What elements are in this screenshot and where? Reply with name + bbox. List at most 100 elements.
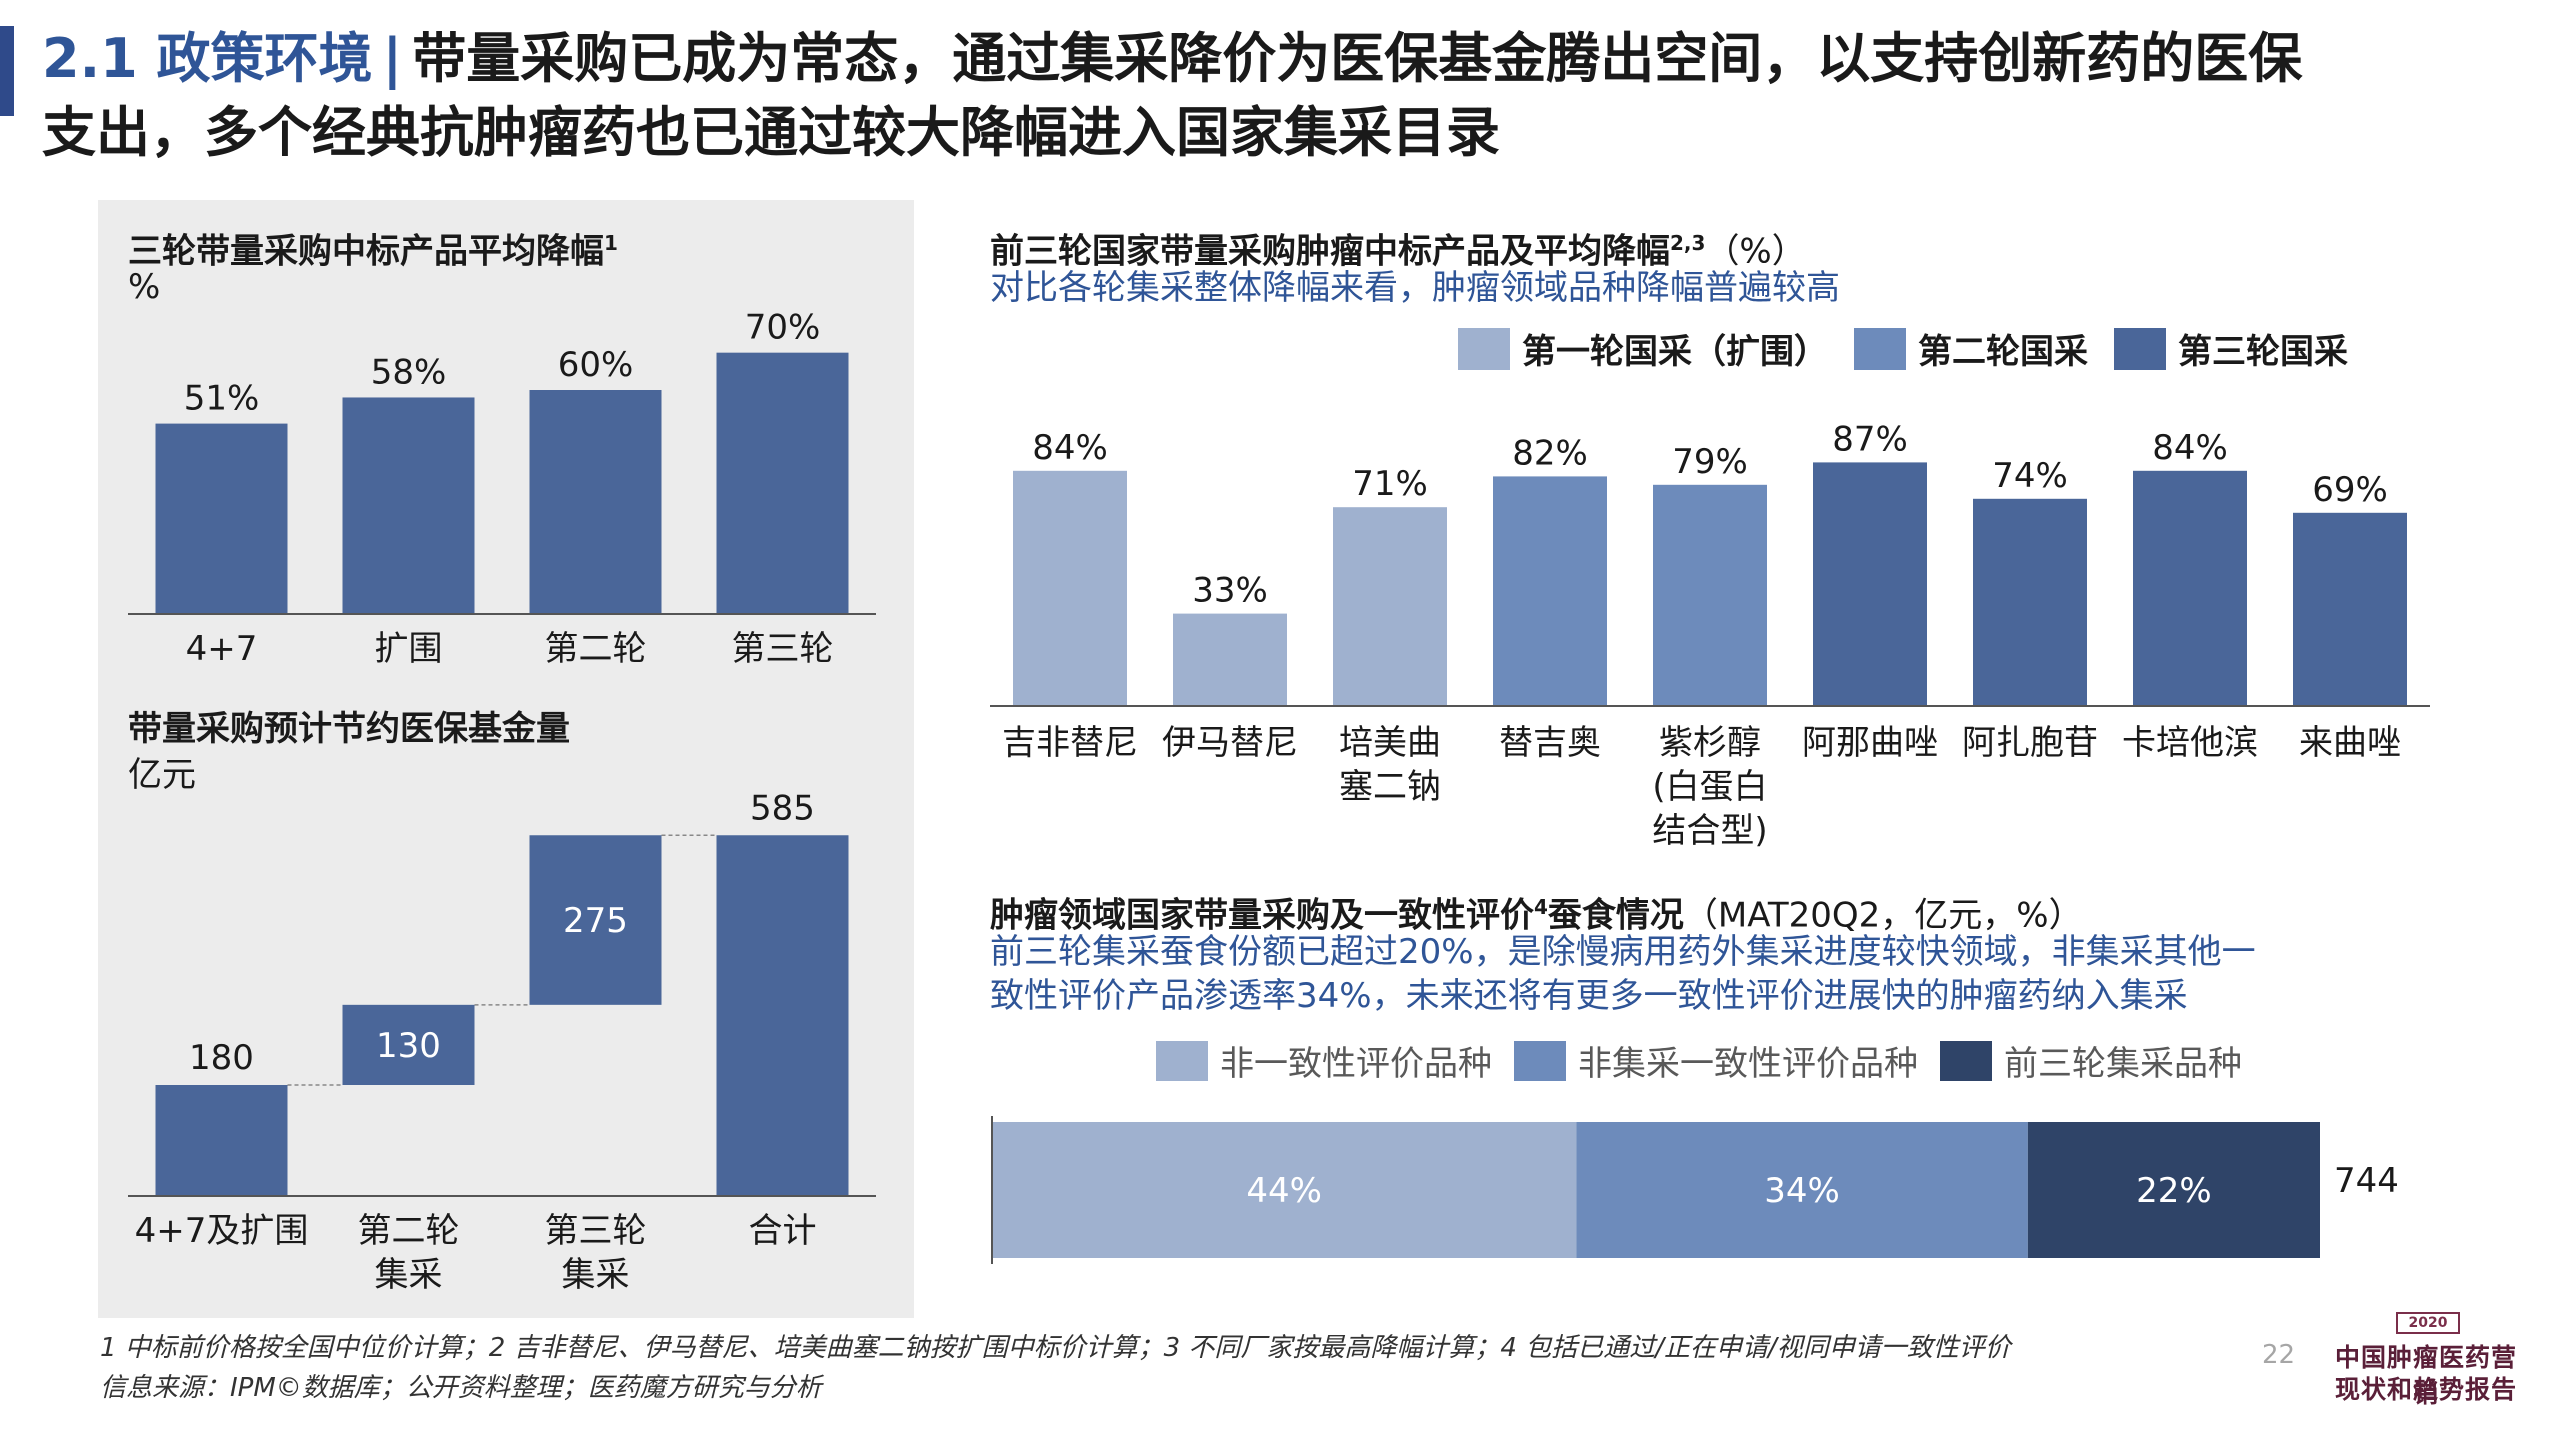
category-label-第二轮集采: 第二轮 bbox=[358, 1211, 460, 1251]
legend-label-round1: 第一轮国采（扩围） bbox=[1522, 332, 1828, 372]
category-label-阿那曲唑: 阿那曲唑 bbox=[1802, 723, 1938, 763]
category-label-阿扎胞苷: 阿扎胞苷 bbox=[1962, 723, 2098, 763]
bar-第二轮 bbox=[529, 390, 662, 614]
chart3-plot: 84% 吉非替尼 33% 伊马替尼 71% 培美曲塞二钠 82% 替吉奥 79% 紫杉醇(白蛋白结… bbox=[990, 419, 2430, 851]
legend-swatch-vbp bbox=[1940, 1040, 1992, 1081]
legend-item-non-consistency: 非一致性评价品种 bbox=[1156, 1036, 1492, 1085]
footnote-source: 信息来源：IPM©数据库；公开资料整理；医药魔方研究与分析 bbox=[100, 1373, 822, 1403]
data-label-卡培他滨: 84% bbox=[2152, 428, 2228, 468]
category-label-替吉奥: 替吉奥 bbox=[1499, 723, 1601, 763]
chart2-title: 带量采购预计节约医保基金量 bbox=[128, 709, 570, 749]
data-label-伊马替尼: 33% bbox=[1192, 571, 1268, 611]
data-label-第三轮集采: 275 bbox=[563, 901, 628, 941]
title-line-2: 支出，多个经典抗肿瘤药也已通过较大降幅进入国家集采目录 bbox=[42, 101, 1500, 164]
title-line-1: 带量采购已成为常态，通过集采降价为医保基金腾出空间，以支持创新药的医保 bbox=[412, 27, 2303, 90]
bar-第二轮集采 bbox=[342, 1004, 475, 1085]
bar-伊马替尼 bbox=[1173, 613, 1287, 706]
category-label-培美曲塞二钠: 塞二钠 bbox=[1339, 767, 1441, 807]
category-label-培美曲塞二钠: 培美曲 bbox=[1339, 723, 1441, 763]
legend-item-round3: 第三轮国采 bbox=[2114, 324, 2348, 373]
data-label-第二轮: 60% bbox=[558, 345, 634, 385]
data-label-4+7及扩围: 180 bbox=[189, 1038, 254, 1078]
chart4-subtitle-line-2: 致性评价产品渗透率34%，未来还将有更多一致性评价进展快的肿瘤药纳入集采 bbox=[990, 976, 2188, 1016]
category-label-紫杉醇(白蛋白结合型): 紫杉醇 bbox=[1659, 723, 1761, 763]
category-label-第二轮集采: 集采 bbox=[375, 1255, 443, 1295]
chart3-title-sup: 2,3 bbox=[1670, 231, 1706, 255]
bar-阿那曲唑 bbox=[1813, 462, 1927, 706]
category-label-伊马替尼: 伊马替尼 bbox=[1162, 723, 1298, 763]
legend-swatch-round3 bbox=[2114, 327, 2166, 370]
chart1-title-sup: 1 bbox=[604, 231, 618, 255]
logo-line-2: 现状和趋势报告 bbox=[2334, 1375, 2517, 1404]
chart4-legend: 非一致性评价品种 非集采一致性评价品种 前三轮集采品种 bbox=[1156, 1036, 2264, 1085]
chart1-plot: 51% 4+7 58% 扩围 60% 第二轮 70% 第三轮 bbox=[128, 308, 876, 669]
legend-swatch-round2 bbox=[1854, 327, 1906, 370]
chart4-title-tail: 蚕食情况 bbox=[1547, 895, 1684, 936]
title-accent-bar bbox=[0, 26, 14, 116]
data-label-前三轮集采品种: 22% bbox=[2136, 1171, 2212, 1211]
chart4-title-unit: （MAT20Q2，亿元，%） bbox=[1683, 895, 2083, 936]
chart3-subtitle: 对比各轮集采整体降幅来看，肿瘤领域品种降幅普遍较高 bbox=[990, 268, 1840, 308]
bar-卡培他滨 bbox=[2133, 470, 2247, 706]
legend-swatch-non-vbp-consistency bbox=[1514, 1040, 1566, 1081]
bar-培美曲塞二钠 bbox=[1333, 507, 1447, 706]
bar-扩围 bbox=[342, 397, 475, 614]
data-label-扩围: 58% bbox=[371, 352, 447, 392]
data-label-替吉奥: 82% bbox=[1512, 433, 1588, 473]
segment-非一致性评价品种 bbox=[992, 1122, 1577, 1258]
bar-替吉奥 bbox=[1493, 476, 1607, 706]
footnote-notes: 1 中标前价格按全国中位价计算；2 吉非替尼、伊马替尼、培美曲塞二钠按扩围中标价… bbox=[100, 1333, 2011, 1363]
chart3-title: 前三轮国家带量采购肿瘤中标产品及平均降幅2,3（%） bbox=[990, 222, 1806, 272]
segment-非集采一致性评价品种 bbox=[1576, 1122, 2028, 1258]
data-label-合计: 585 bbox=[750, 788, 815, 828]
category-label-吉非替尼: 吉非替尼 bbox=[1002, 723, 1138, 763]
legend-label-round3: 第三轮国采 bbox=[2178, 332, 2348, 372]
chart4-title-sup: 4 bbox=[1534, 895, 1548, 919]
category-label-4+7及扩围: 4+7及扩围 bbox=[135, 1211, 309, 1251]
chart3-legend: 第一轮国采（扩围） 第二轮国采 第三轮国采 bbox=[1458, 324, 2374, 373]
page-title: 2.1 政策环境 | 带量采购已成为常态，通过集采降价为医保基金腾出空间，以支持创新… bbox=[42, 22, 2542, 170]
data-label-来曲唑: 69% bbox=[2312, 470, 2388, 510]
legend-item-round1: 第一轮国采（扩围） bbox=[1458, 324, 1828, 373]
chart2-unit: 亿元 bbox=[128, 755, 196, 795]
data-label-阿那曲唑: 87% bbox=[1832, 419, 1908, 459]
data-label-非集采一致性评价品种: 34% bbox=[1764, 1171, 1840, 1211]
category-label-第三轮: 第三轮 bbox=[732, 629, 834, 669]
data-label-第三轮: 70% bbox=[745, 308, 821, 348]
data-label-紫杉醇(白蛋白结合型): 79% bbox=[1672, 442, 1748, 482]
legend-item-round2: 第二轮国采 bbox=[1854, 324, 2088, 373]
report-logo: 2020 中国肿瘤医药营销 现状和趋势报告 bbox=[2326, 1312, 2526, 1408]
segment-前三轮集采品种 bbox=[2027, 1122, 2320, 1258]
chart4-subtitle: 前三轮集采蚕食份额已超过20%，是除慢病用药外集采进度较快领域，非集采其他一 致… bbox=[990, 930, 2256, 1018]
data-label-吉非替尼: 84% bbox=[1032, 428, 1108, 468]
chart1-title: 三轮带量采购中标产品平均降幅1 bbox=[128, 222, 618, 272]
bar-阿扎胞苷 bbox=[1973, 498, 2087, 706]
footnotes: 1 中标前价格按全国中位价计算；2 吉非替尼、伊马替尼、培美曲塞二钠按扩围中标价… bbox=[100, 1328, 2011, 1408]
legend-label-non-vbp-consistency: 非集采一致性评价品种 bbox=[1578, 1044, 1918, 1084]
bar-合计 bbox=[716, 835, 849, 1196]
category-label-第三轮集采: 第三轮 bbox=[545, 1211, 647, 1251]
chart4-title: 肿瘤领域国家带量采购及一致性评价4蚕食情况（MAT20Q2，亿元，%） bbox=[990, 886, 2083, 936]
legend-item-vbp: 前三轮集采品种 bbox=[1940, 1036, 2242, 1085]
bar-来曲唑 bbox=[2293, 512, 2407, 706]
legend-swatch-round1 bbox=[1458, 327, 1510, 370]
legend-label-vbp: 前三轮集采品种 bbox=[2004, 1044, 2242, 1084]
chart4-plot: 44% 34% 22% 744 bbox=[991, 1116, 2399, 1264]
legend-item-non-vbp-consistency: 非集采一致性评价品种 bbox=[1514, 1036, 1918, 1085]
category-label-4+7: 4+7 bbox=[186, 629, 258, 669]
category-label-紫杉醇(白蛋白结合型): 结合型) bbox=[1652, 811, 1767, 851]
bar-4+7及扩围 bbox=[155, 1085, 288, 1196]
legend-label-round2: 第二轮国采 bbox=[1918, 332, 2088, 372]
data-label-4+7: 51% bbox=[184, 379, 260, 419]
category-label-来曲唑: 来曲唑 bbox=[2299, 723, 2401, 763]
chart3-title-text: 前三轮国家带量采购肿瘤中标产品及平均降幅 bbox=[990, 231, 1670, 272]
category-label-合计: 合计 bbox=[749, 1211, 817, 1251]
chart4-title-text: 肿瘤领域国家带量采购及一致性评价 bbox=[990, 895, 1534, 936]
category-label-卡培他滨: 卡培他滨 bbox=[2122, 723, 2258, 763]
category-label-扩围: 扩围 bbox=[375, 629, 443, 669]
chart3-title-unit: （%） bbox=[1705, 231, 1806, 272]
data-label-第二轮集采: 130 bbox=[376, 1026, 441, 1066]
bar-紫杉醇(白蛋白结合型) bbox=[1653, 484, 1767, 706]
bar-4+7 bbox=[155, 423, 288, 614]
